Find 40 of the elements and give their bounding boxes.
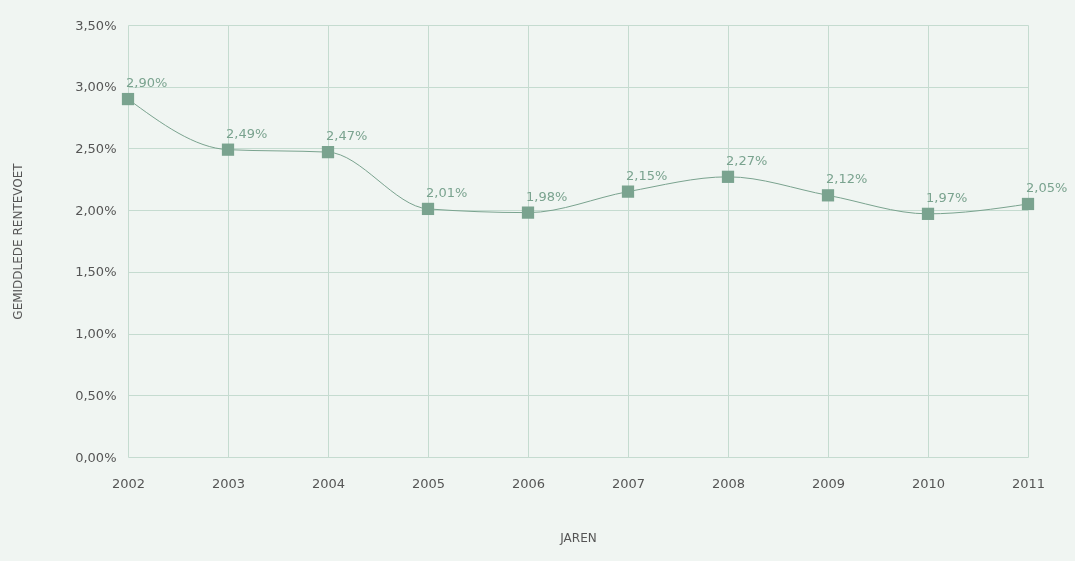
point	[321, 146, 335, 159]
y-tick-label: 1,50%	[75, 264, 117, 280]
y-tick-label: 2,50%	[75, 140, 117, 156]
data-label: 2,90%	[126, 75, 168, 91]
y-tick-label: 0,50%	[75, 387, 117, 403]
data-label: 1,97%	[926, 189, 968, 205]
data-label: 2,27%	[726, 152, 768, 168]
data-label: 2,05%	[1026, 179, 1068, 195]
y-tick-label: 3,50%	[75, 17, 117, 33]
data-label: 2,49%	[226, 125, 268, 141]
point	[521, 206, 535, 219]
y-tick-label: 0,00%	[75, 449, 117, 465]
x-tick-label: 2007	[611, 475, 646, 491]
point	[721, 170, 735, 183]
y-axis-title: GEMIDDLEDE RENTEVOET	[11, 162, 26, 320]
data-label: 2,12%	[826, 171, 868, 187]
x-tick-label: 2009	[811, 475, 846, 491]
y-tick-label: 3,00%	[75, 79, 117, 95]
x-tick-label: 2005	[411, 475, 446, 491]
y-tick-label: 1,00%	[75, 326, 117, 342]
y-tick-label: 2,00%	[75, 202, 117, 218]
point	[1021, 197, 1035, 211]
x-axis-title: JAREN	[559, 530, 597, 545]
x-tick-label: 2002	[111, 475, 146, 491]
x-tick-label: 2011	[1011, 475, 1046, 491]
x-tick-label: 2004	[311, 475, 346, 491]
point	[221, 143, 235, 156]
x-tick-label: 2010	[911, 475, 946, 491]
x-tick-label: 2008	[711, 475, 746, 491]
point	[921, 207, 935, 220]
data-label: 2,47%	[326, 128, 368, 144]
data-label: 2,15%	[626, 167, 668, 183]
x-tick-label: 2006	[511, 475, 546, 491]
x-tick-label: 2003	[211, 475, 246, 491]
point	[421, 202, 435, 216]
point	[821, 189, 835, 202]
data-label: 1,98%	[526, 188, 568, 204]
point	[121, 92, 135, 106]
data-label: 2,01%	[426, 184, 468, 200]
point	[621, 185, 635, 198]
